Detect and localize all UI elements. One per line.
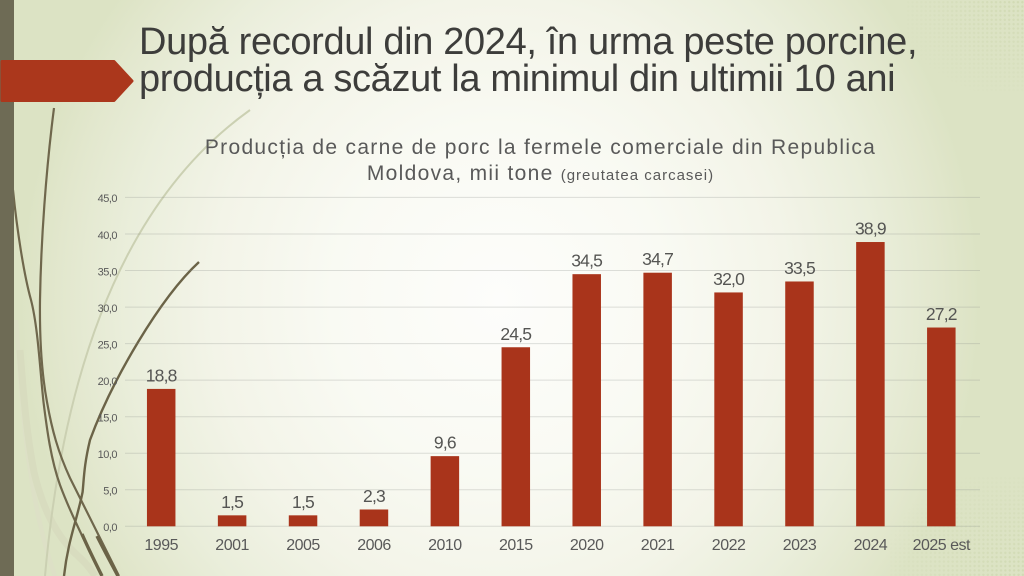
svg-text:2022: 2022 xyxy=(712,537,746,554)
svg-text:25,0: 25,0 xyxy=(98,339,118,351)
svg-text:2024: 2024 xyxy=(854,537,888,554)
svg-text:2015: 2015 xyxy=(499,537,533,554)
svg-text:10,0: 10,0 xyxy=(98,449,118,461)
svg-text:1995: 1995 xyxy=(144,537,178,554)
svg-text:24,5: 24,5 xyxy=(500,324,531,344)
svg-text:2021: 2021 xyxy=(641,537,675,554)
svg-text:20,0: 20,0 xyxy=(98,376,118,388)
svg-text:34,7: 34,7 xyxy=(642,249,673,269)
svg-text:27,2: 27,2 xyxy=(926,304,957,324)
svg-text:1,5: 1,5 xyxy=(292,492,314,512)
svg-text:2020: 2020 xyxy=(570,537,604,554)
svg-text:2023: 2023 xyxy=(783,537,817,554)
svg-text:18,8: 18,8 xyxy=(146,365,177,385)
svg-text:0,0: 0,0 xyxy=(103,522,117,534)
svg-text:2010: 2010 xyxy=(428,537,462,554)
svg-text:40,0: 40,0 xyxy=(98,230,118,242)
svg-text:2001: 2001 xyxy=(215,537,249,554)
svg-text:2,3: 2,3 xyxy=(363,486,385,506)
svg-text:32,0: 32,0 xyxy=(713,269,745,289)
svg-text:34,5: 34,5 xyxy=(571,251,602,271)
svg-text:30,0: 30,0 xyxy=(98,303,118,315)
svg-text:2006: 2006 xyxy=(357,537,391,554)
svg-text:38,9: 38,9 xyxy=(855,219,886,239)
svg-text:33,5: 33,5 xyxy=(784,258,815,278)
svg-text:2005: 2005 xyxy=(286,537,320,554)
svg-text:35,0: 35,0 xyxy=(98,266,118,278)
svg-text:45,0: 45,0 xyxy=(98,193,118,205)
svg-text:1,5: 1,5 xyxy=(221,492,243,512)
svg-text:9,6: 9,6 xyxy=(434,433,456,453)
svg-text:5,0: 5,0 xyxy=(103,486,117,498)
svg-text:2025 est: 2025 est xyxy=(913,537,971,554)
svg-text:15,0: 15,0 xyxy=(98,413,118,425)
